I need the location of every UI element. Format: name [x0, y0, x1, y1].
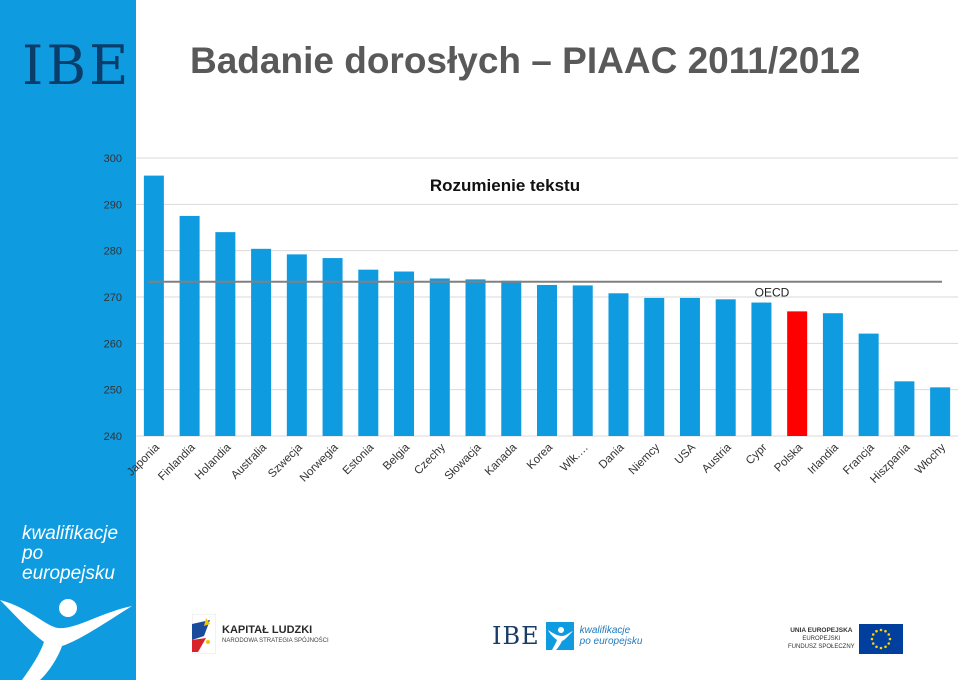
bar [322, 258, 343, 436]
x-tick-label: Niemcy [627, 441, 663, 477]
x-tick-label: Korea [525, 441, 556, 472]
kapital-ludzki-flag-icon [192, 614, 216, 654]
stylized-person-icon [0, 599, 132, 680]
footer-logos: KAPITAŁ LUDZKI NARODOWA STRATEGIA SPÓJNO… [136, 600, 960, 680]
bar [429, 278, 450, 436]
bar [715, 299, 736, 436]
bar [465, 279, 486, 436]
x-tick-label: Estonia [341, 441, 377, 477]
footer-kpe-line1: kwalifikacje [579, 625, 631, 636]
bar [251, 248, 272, 436]
chart-title: Rozumienie tekstu [430, 176, 580, 195]
x-tick-label: Norwegia [298, 441, 341, 484]
bar [572, 285, 593, 436]
eu-logo: UNIA EUROPEJSKA EUROPEJSKI FUNDUSZ SPOŁE… [788, 624, 903, 654]
x-tick-label: Australia [229, 441, 270, 482]
bar [858, 333, 879, 436]
bar [679, 297, 700, 436]
y-tick-label: 270 [104, 292, 122, 304]
footer-ibe-logo: IBE [492, 622, 540, 650]
y-tick-label: 300 [104, 153, 122, 165]
bar [644, 297, 665, 436]
bar [537, 284, 557, 436]
footer-kpe-line2: po europejsku [579, 636, 643, 647]
bar [143, 175, 164, 436]
bar [215, 232, 236, 436]
x-tick-label: Polska [772, 441, 805, 474]
sidebar-tagline: kwalifikacje po europejsku [22, 524, 136, 584]
bar [394, 271, 415, 436]
y-tick-label: 280 [104, 246, 122, 258]
x-tick-label: Cypr [744, 442, 770, 468]
kapital-ludzki-subtitle: NARODOWA STRATEGIA SPÓJNOŚCI [222, 638, 329, 644]
x-tick-label: Włochy [913, 441, 948, 476]
kapital-ludzki-title: KAPITAŁ LUDZKI [222, 624, 313, 636]
bar [930, 387, 951, 436]
sidebar-tagline-line2: po europejsku [22, 543, 115, 584]
y-tick-label: 260 [104, 338, 122, 350]
bar [894, 381, 915, 436]
x-tick-label: Finlandia [156, 441, 198, 483]
eu-flag-icon [858, 624, 903, 654]
bar [608, 293, 629, 436]
eu-line2: EUROPEJSKI [802, 636, 841, 642]
oecd-label: OECD [755, 286, 790, 300]
x-tick-label: USA [673, 441, 698, 466]
kapital-ludzki-logo: KAPITAŁ LUDZKI NARODOWA STRATEGIA SPÓJNO… [192, 614, 329, 654]
x-tick-label: Irlandia [806, 441, 842, 477]
sidebar-tagline-line1: kwalifikacje [22, 523, 119, 544]
sidebar: IBE kwalifikacje po europejsku [0, 0, 136, 680]
x-tick-label: Wlk.… [558, 442, 590, 474]
bar [787, 311, 808, 436]
eu-line3: FUNDUSZ SPOŁECZNY [788, 644, 855, 650]
x-tick-label: Francja [841, 441, 877, 477]
x-tick-label: Belgia [381, 441, 413, 473]
bar [358, 269, 379, 436]
x-tick-label: Hiszpania [868, 441, 913, 486]
x-tick-label: Holandia [193, 441, 234, 482]
ibe-kpe-logo: IBE kwalifikacje po europejsku [492, 622, 642, 650]
bar [751, 302, 772, 436]
bar-chart: 240250260270280290300JaponiaFinlandiaHol… [104, 153, 958, 486]
x-tick-label: Czechy [412, 441, 448, 477]
kpe-figure-icon [545, 622, 574, 650]
ibe-logo: IBE [22, 34, 132, 97]
bar [822, 313, 843, 436]
page-title: Badanie dorosłych – PIAAC 2011/2012 [190, 40, 861, 81]
bar [286, 254, 307, 436]
x-tick-label: Austria [700, 441, 734, 475]
y-tick-label: 290 [104, 199, 122, 211]
y-tick-label: 250 [104, 385, 122, 397]
bar [179, 215, 200, 436]
eu-line1: UNIA EUROPEJSKA [790, 627, 853, 634]
x-tick-label: Słowacja [443, 441, 484, 482]
x-tick-label: Kanada [483, 441, 520, 478]
bar [501, 280, 522, 436]
x-tick-label: Dania [597, 441, 627, 471]
y-tick-label: 240 [104, 431, 122, 443]
